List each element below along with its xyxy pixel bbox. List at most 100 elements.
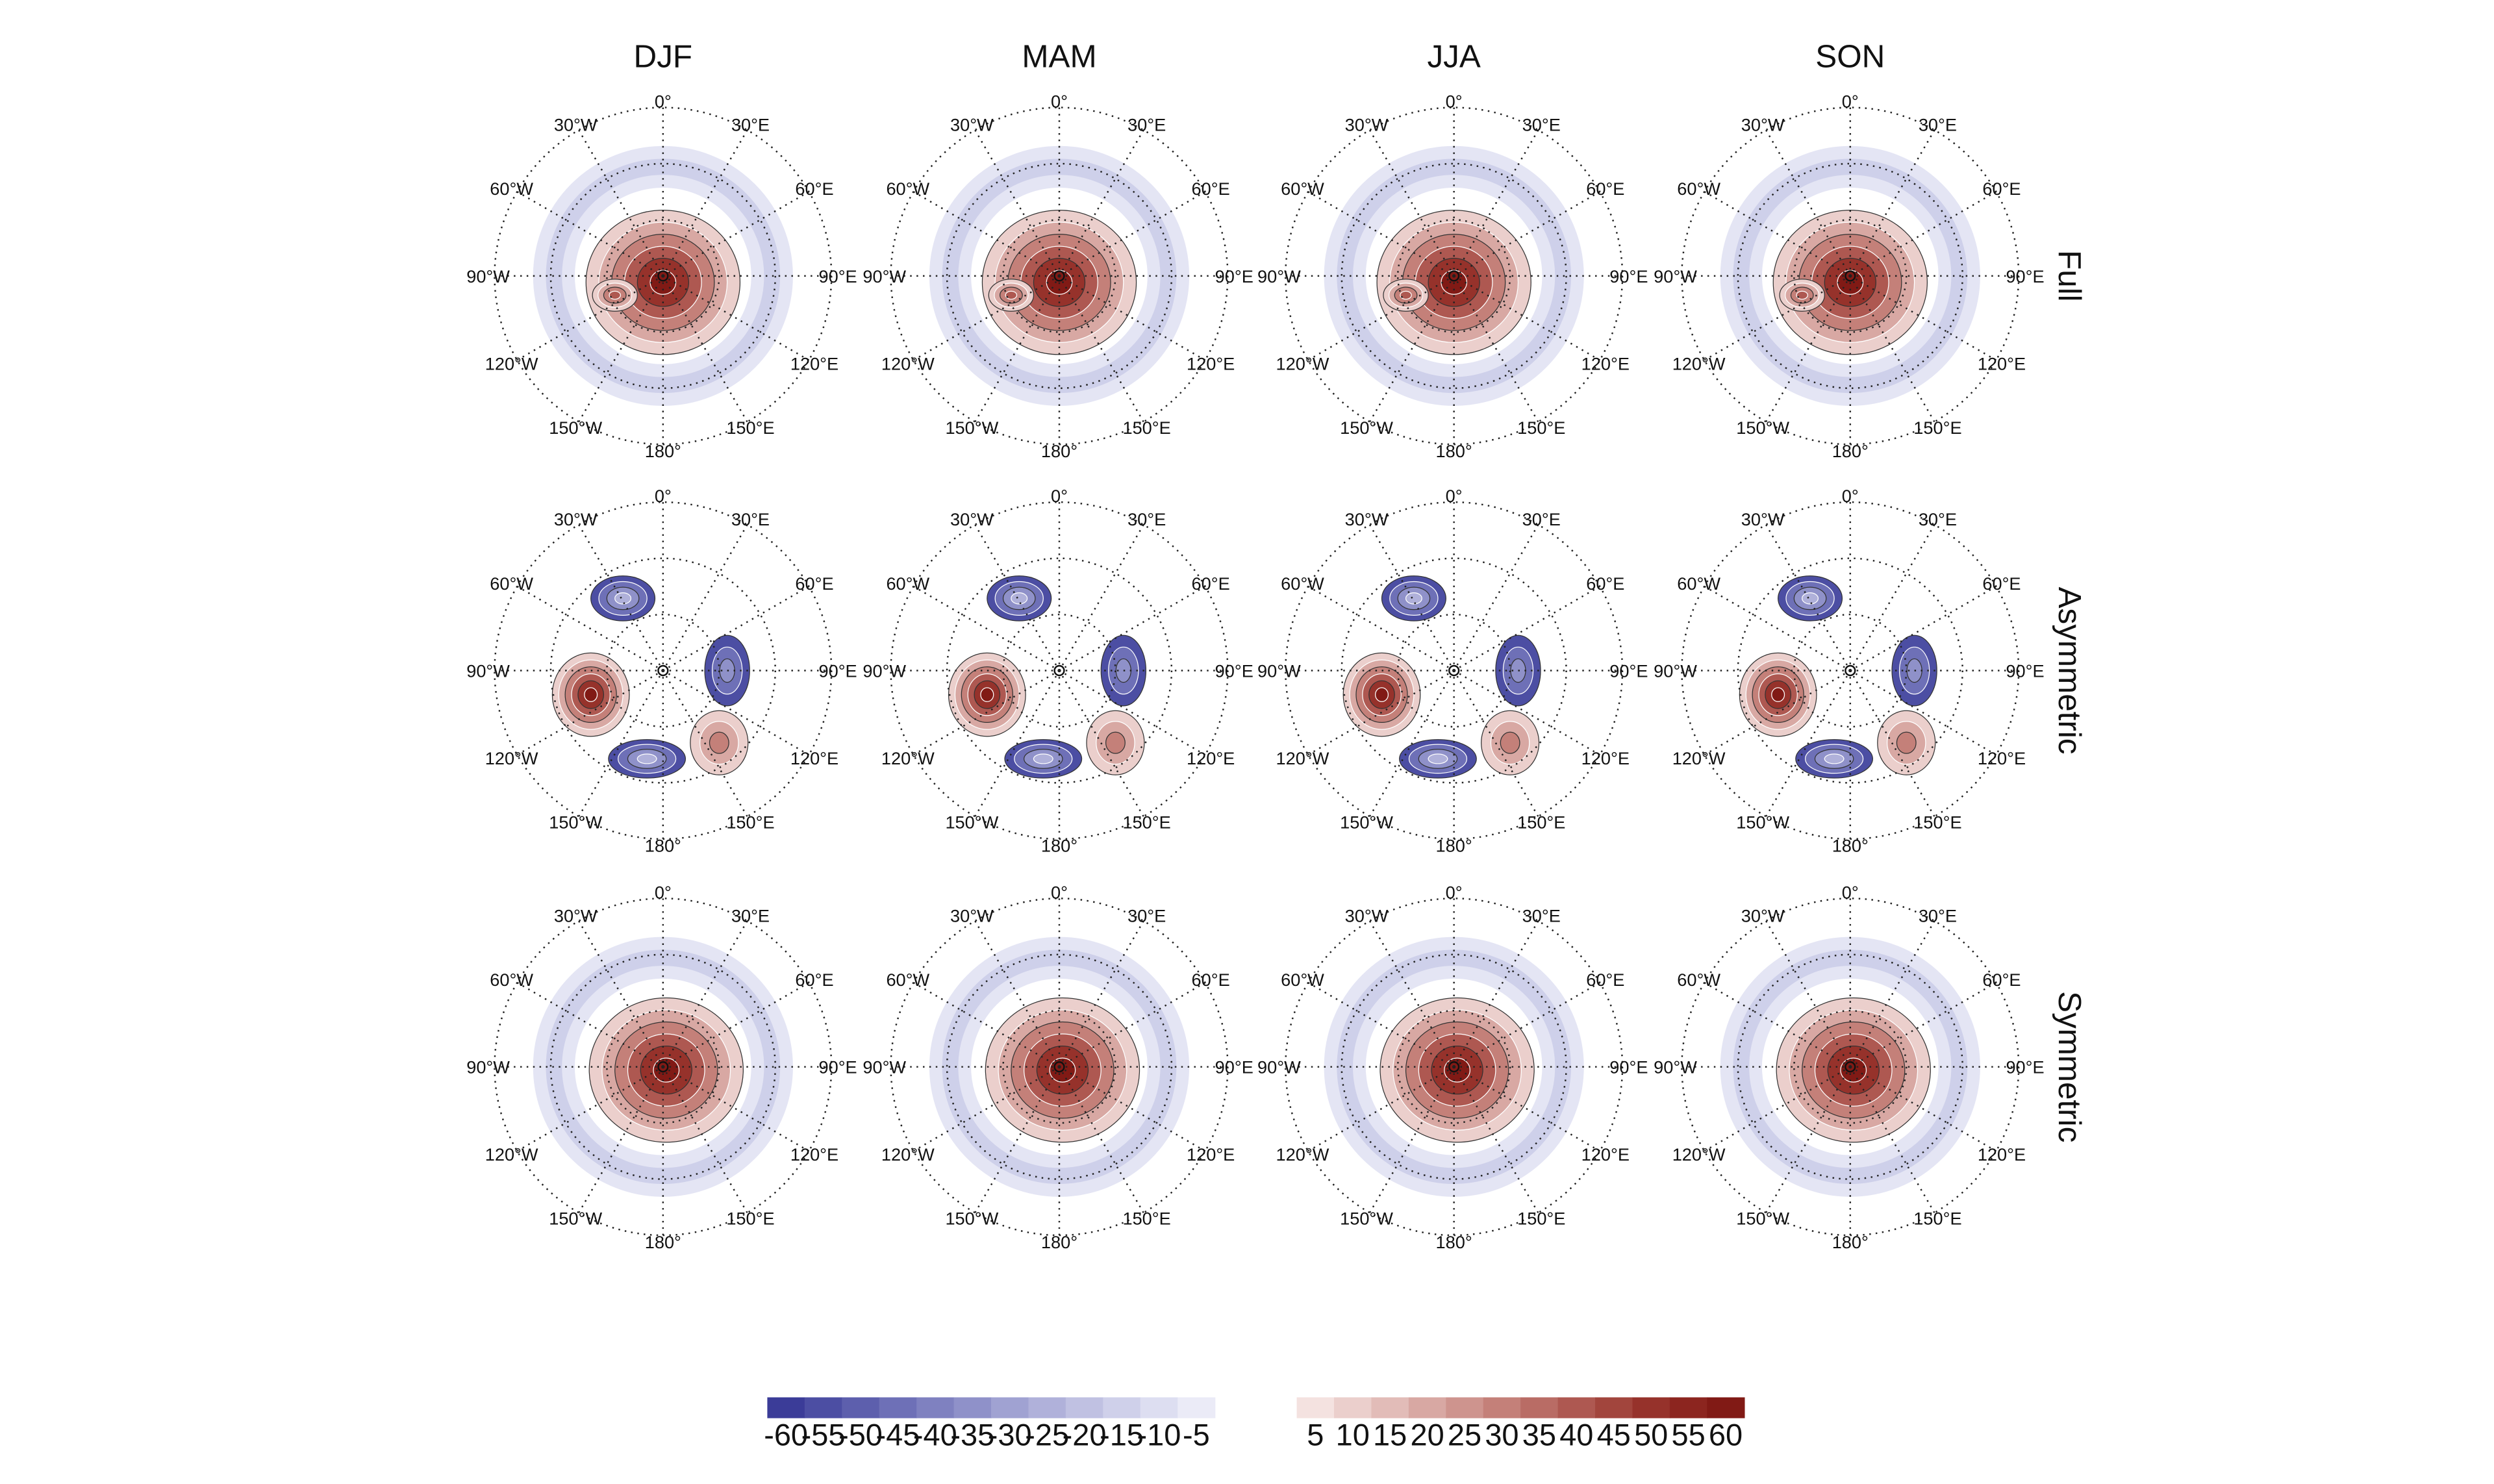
- pole: [1448, 270, 1460, 282]
- pole: [1053, 1061, 1065, 1073]
- polar-map: 0° 30°E 60°E 90°E 120°E 150°E 180° 150°W 120°W 90…: [863, 92, 1253, 462]
- longitude-label: 90°E: [1609, 266, 1648, 286]
- meridian: [1307, 275, 1455, 361]
- meridian: [1453, 275, 1539, 423]
- longitude-label: 0°: [1842, 92, 1859, 112]
- latitude-circle: [549, 557, 776, 784]
- longitude-label: 180°: [1832, 1232, 1869, 1252]
- meridian: [1058, 129, 1144, 277]
- colorbar-label: -20: [1063, 1418, 1107, 1452]
- longitude-label: 150°E: [1122, 1209, 1170, 1229]
- longitude-label: 30°W: [554, 905, 598, 925]
- polar-map: 0° 30°E 60°E 90°E 120°E 150°E 180° 150°W 120°W 90…: [1257, 486, 1648, 856]
- meridian: [913, 981, 1060, 1068]
- field-contour: [584, 687, 598, 702]
- meridian: [662, 1066, 748, 1213]
- meridian: [1307, 670, 1455, 756]
- latitude-circle: [946, 557, 1173, 784]
- longitude-label: 30°W: [554, 509, 598, 529]
- colorbar-box: [1557, 1397, 1596, 1418]
- longitude-label: 120°E: [1581, 1144, 1630, 1164]
- pole: [1053, 664, 1065, 677]
- meridian: [1059, 670, 1206, 756]
- longitude-label: 180°: [1436, 441, 1472, 461]
- meridian: [1850, 1066, 1997, 1152]
- longitude-label: 180°: [1436, 836, 1472, 856]
- longitude-label: 120°E: [1187, 1144, 1235, 1164]
- field-contour: [614, 592, 632, 605]
- column-title: MAM: [1022, 39, 1096, 75]
- longitude-label: 90°W: [863, 660, 906, 681]
- meridian: [578, 1066, 664, 1213]
- longitude-label: 90°W: [1257, 266, 1301, 286]
- field-contour: [1005, 290, 1018, 300]
- colorbar-box: [1334, 1397, 1372, 1418]
- longitude-label: 90°E: [2006, 660, 2044, 681]
- field-contour: [1500, 731, 1520, 754]
- field-contour: [980, 687, 994, 702]
- longitude-label: 0°: [1446, 882, 1463, 902]
- meridian: [1307, 981, 1455, 1068]
- field-contour: [1011, 592, 1028, 605]
- longitude-label: 60°E: [1586, 573, 1624, 594]
- meridian: [516, 585, 664, 672]
- longitude-label: 60°W: [1677, 970, 1720, 990]
- meridian: [516, 670, 664, 756]
- meridian: [1059, 585, 1206, 672]
- colorbar-label: 60: [1709, 1418, 1743, 1452]
- longitude-label: 60°W: [490, 970, 533, 990]
- meridian: [578, 129, 664, 277]
- colorbar-box: [916, 1397, 955, 1418]
- meridian: [516, 191, 664, 277]
- meridian: [662, 275, 810, 361]
- longitude-label: 60°W: [1677, 179, 1720, 199]
- meridian: [1454, 275, 1600, 361]
- longitude-label: 120°E: [1187, 748, 1235, 768]
- longitude-label: 30°E: [1522, 509, 1561, 529]
- meridian: [1849, 129, 1935, 277]
- meridian: [1765, 275, 1851, 423]
- meridian: [1059, 275, 1206, 361]
- latitude-circle: [1341, 162, 1567, 390]
- longitude-label: 60°E: [1192, 179, 1230, 199]
- longitude-label: 150°E: [1517, 812, 1565, 833]
- colorbar-box: [991, 1397, 1029, 1418]
- longitude-label: 120°E: [1581, 353, 1630, 373]
- latitude-circle: [1002, 219, 1116, 333]
- colorbar-label: 25: [1448, 1418, 1481, 1452]
- longitude-label: 90°W: [466, 1057, 510, 1077]
- row-label: Symmetric: [2052, 991, 2087, 1142]
- meridian: [578, 670, 664, 817]
- longitude-label: 150°W: [1736, 812, 1789, 833]
- longitude-label: 30°W: [1345, 905, 1389, 925]
- longitude-label: 60°E: [795, 179, 833, 199]
- field-contour: [1033, 753, 1053, 764]
- longitude-label: 30°E: [1919, 115, 1957, 135]
- colorbar-label: -25: [1025, 1418, 1069, 1452]
- meridian: [1849, 275, 1935, 423]
- meridian: [1454, 191, 1600, 277]
- colorbar-box: [1707, 1397, 1745, 1418]
- field-contour: [1824, 753, 1845, 764]
- longitude-label: 30°W: [1741, 509, 1785, 529]
- colorbar-label: 50: [1634, 1418, 1668, 1452]
- field-contour: [1105, 731, 1126, 754]
- colorbar-label: -15: [1100, 1418, 1144, 1452]
- colorbar-box: [1520, 1397, 1559, 1418]
- longitude-label: 120°W: [881, 1144, 935, 1164]
- longitude-label: 90°E: [2006, 1057, 2044, 1077]
- pole: [1448, 1061, 1460, 1073]
- longitude-label: 180°: [1041, 1232, 1077, 1252]
- longitude-label: 120°E: [790, 353, 838, 373]
- meridian: [913, 191, 1060, 277]
- meridian: [1765, 524, 1851, 672]
- meridian: [516, 981, 664, 1068]
- longitude-label: 60°W: [1281, 179, 1324, 199]
- longitude-label: 150°W: [945, 812, 998, 833]
- longitude-label: 150°E: [1122, 812, 1170, 833]
- longitude-label: 150°W: [549, 418, 602, 438]
- meridian: [974, 670, 1061, 817]
- longitude-label: 150°W: [1340, 418, 1393, 438]
- longitude-label: 150°W: [1340, 812, 1393, 833]
- longitude-label: 150°E: [1517, 1209, 1565, 1229]
